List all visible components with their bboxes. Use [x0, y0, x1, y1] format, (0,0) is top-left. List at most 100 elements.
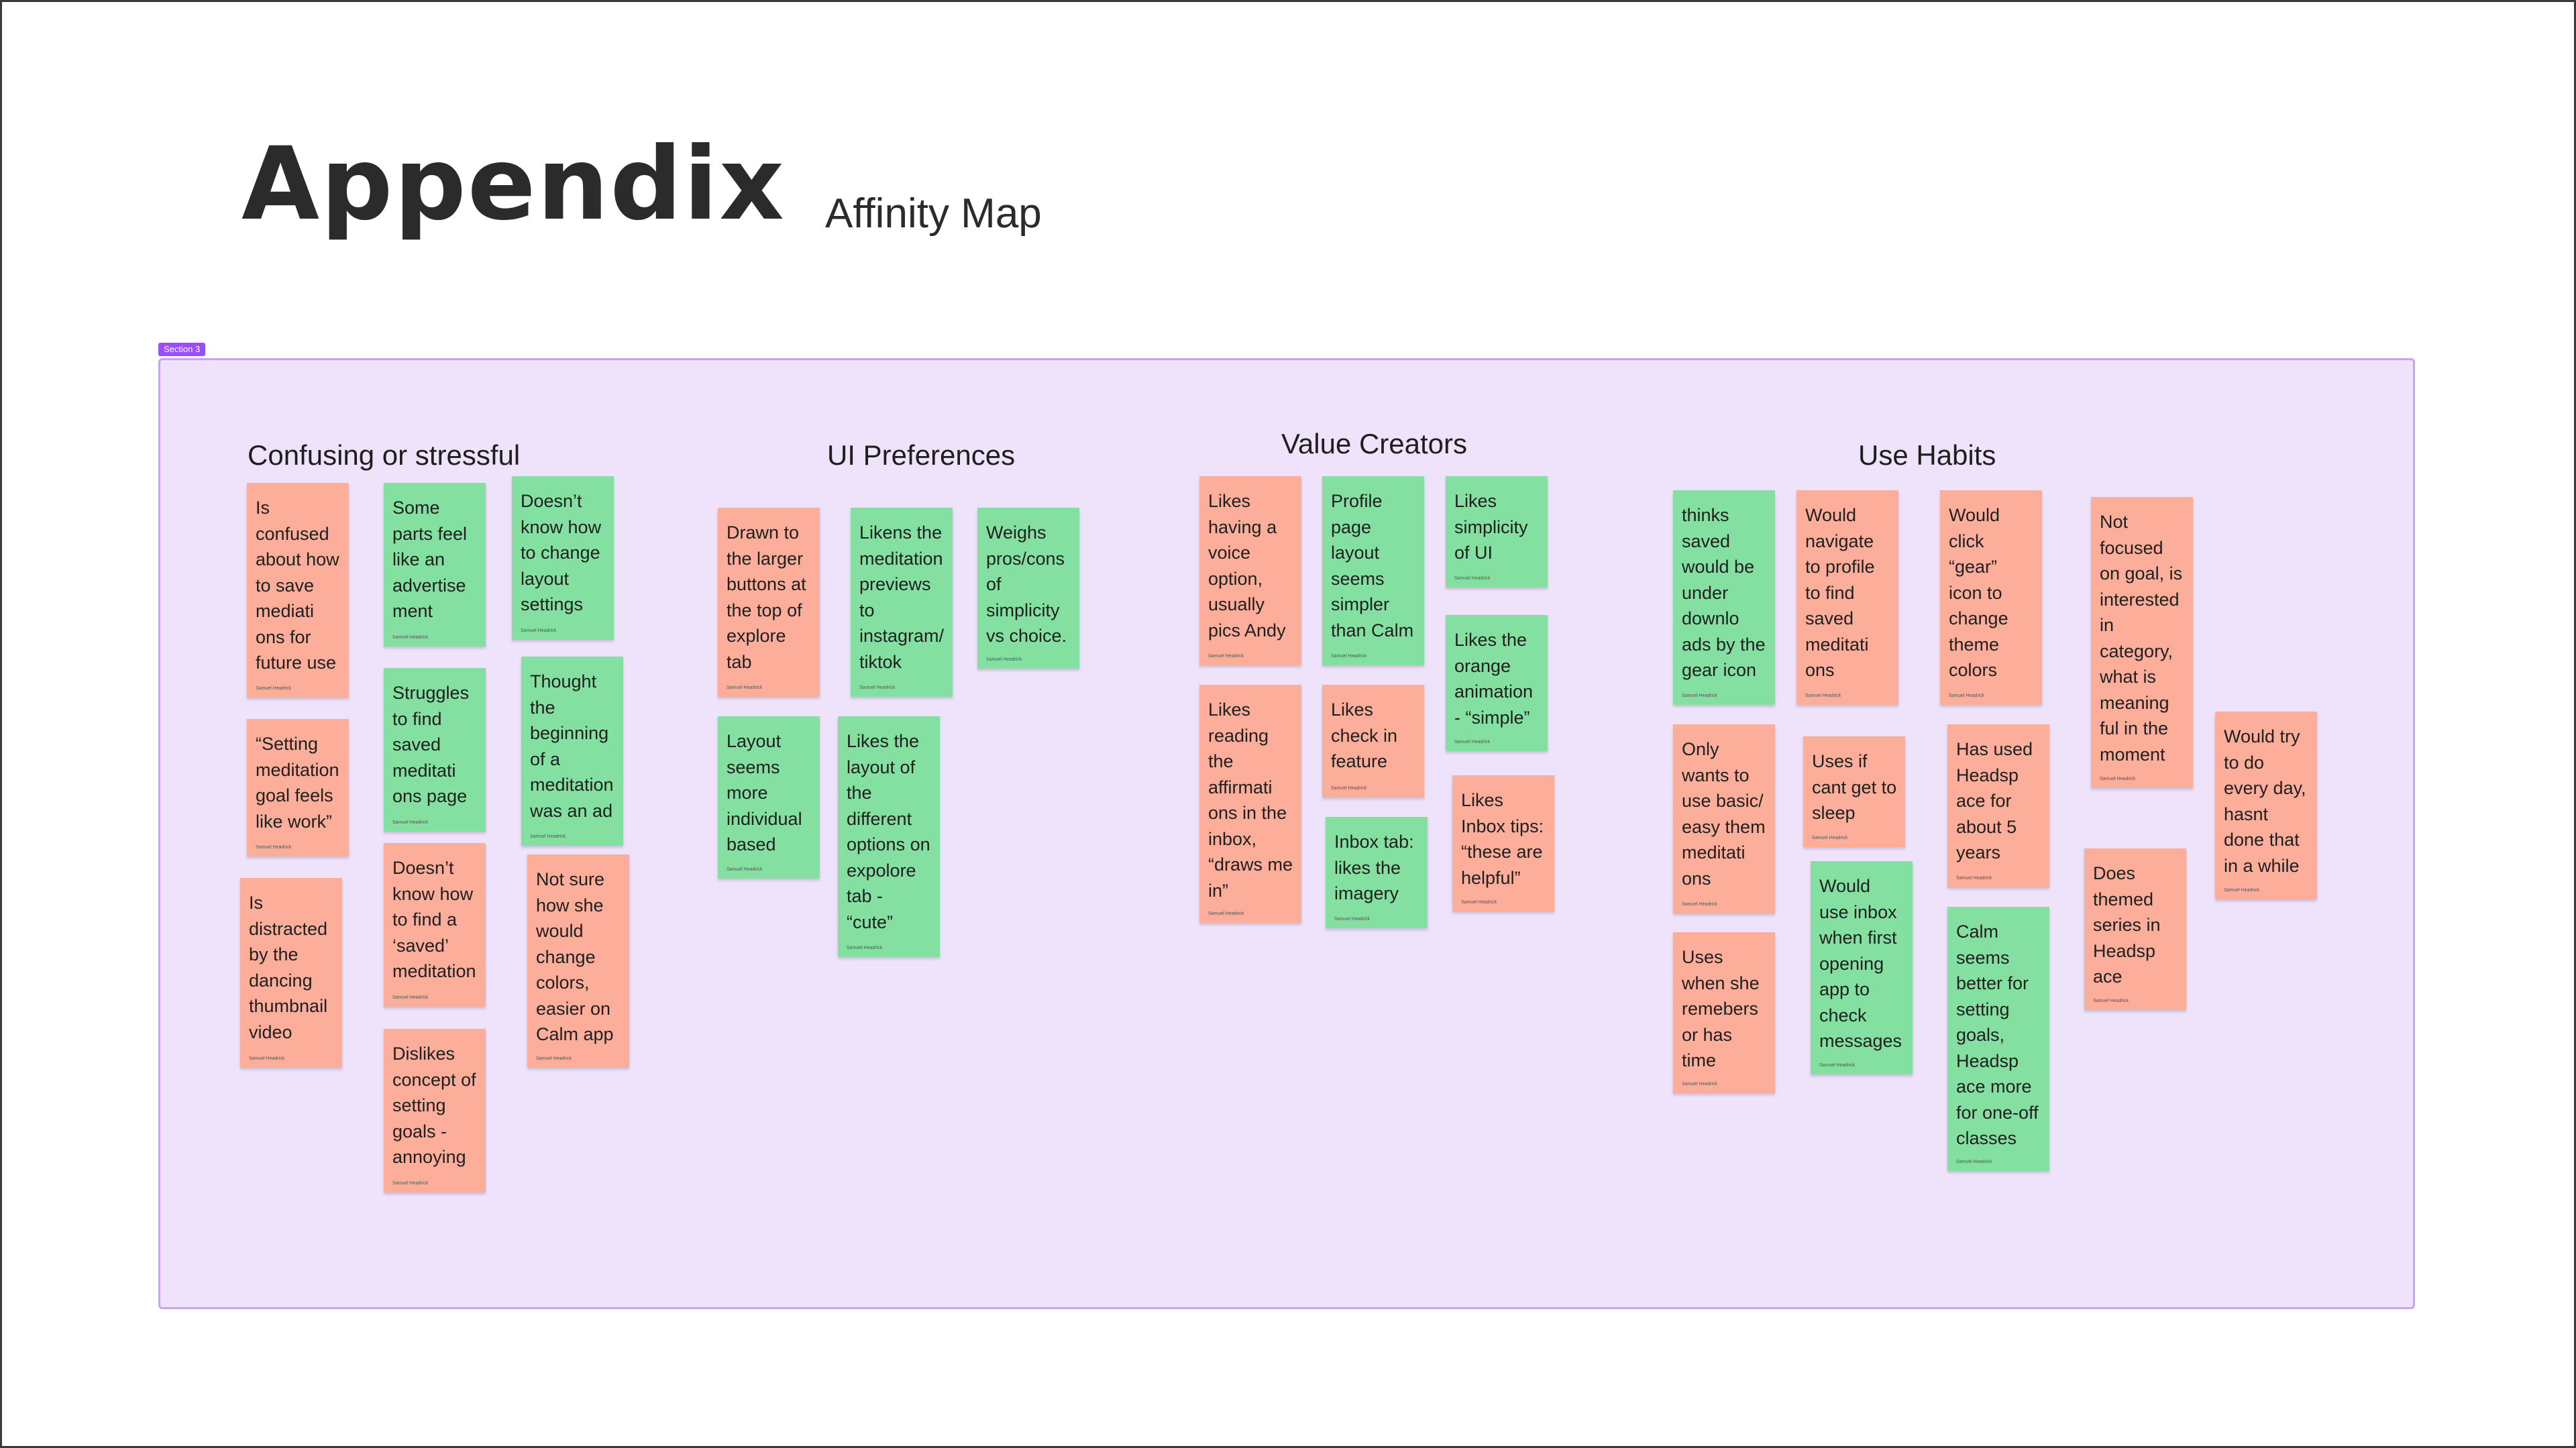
sticky-note-author: Samuel Headrick [1461, 900, 1497, 905]
sticky-note[interactable]: Drawn to the larger buttons at the top o… [718, 508, 820, 697]
page-title: Appendix [241, 126, 786, 243]
sticky-note-text: Likes check in feature [1331, 700, 1398, 771]
sticky-note-author: Samuel Headrick [1454, 576, 1491, 581]
sticky-note[interactable]: Likes having a voice option, usually pic… [1199, 476, 1301, 665]
sticky-note-author: Samuel Headrick [847, 946, 883, 950]
sticky-note-text: Drawn to the larger buttons at the top o… [727, 522, 806, 672]
sticky-note-author: Samuel Headrick [2224, 888, 2260, 893]
sticky-note-author: Samuel Headrick [1805, 693, 1841, 698]
sticky-note[interactable]: Calm seems better for setting goals, Hea… [1947, 907, 2049, 1171]
sticky-note-text: Doesn’t know how to change layout settin… [521, 491, 602, 614]
sticky-note-author: Samuel Headrick [521, 628, 557, 633]
sticky-note[interactable]: thinks saved would be under downlo ads b… [1673, 490, 1775, 705]
sticky-note-author: Samuel Headrick [727, 685, 763, 690]
sticky-note-author: Samuel Headrick [1682, 902, 1718, 907]
sticky-note-text: Struggles to find saved meditati ons pag… [392, 683, 470, 806]
sticky-note-text: Uses if cant get to sleep [1812, 751, 1897, 823]
sticky-note[interactable]: Weighs pros/cons of simplicity vs choice… [977, 508, 1079, 669]
sticky-note[interactable]: Would try to do every day, hasnt done th… [2215, 712, 2317, 899]
sticky-note[interactable]: Some parts feel like an advertise ment Sa… [384, 483, 486, 647]
sticky-note-text: Likes Inbox tips: “these are helpful” [1461, 790, 1544, 888]
sticky-note-author: Samuel Headrick [1331, 654, 1367, 659]
sticky-note[interactable]: Thought the beginning of a meditation wa… [521, 657, 623, 846]
sticky-note-author: Samuel Headrick [1454, 740, 1491, 744]
sticky-note[interactable]: “Setting meditation goal feels like work… [247, 719, 349, 856]
sticky-note-author: Samuel Headrick [1812, 836, 1848, 840]
sticky-note-author: Samuel Headrick [1331, 786, 1367, 791]
sticky-note-text: thinks saved would be under downlo ads b… [1682, 505, 1766, 680]
sticky-note-text: Weighs pros/cons of simplicity vs choice… [986, 522, 1067, 646]
sticky-note-author: Samuel Headrick [1956, 876, 1992, 881]
sticky-note-author: Samuel Headrick [2100, 777, 2136, 781]
sticky-note[interactable]: Likes Inbox tips: “these are helpful” Sam… [1452, 775, 1554, 911]
sticky-note[interactable]: Likes reading the affirmati ons in the i… [1199, 685, 1301, 923]
sticky-note[interactable]: Likes check in feature Samuel Headrick [1322, 685, 1424, 797]
sticky-note-text: Inbox tab: likes the imagery [1334, 832, 1414, 903]
sticky-note-author: Samuel Headrick [1208, 654, 1244, 659]
sticky-note-text: Uses when she remebers or has time [1682, 947, 1760, 1070]
sticky-note-author: Samuel Headrick [859, 685, 896, 690]
sticky-note-author: Samuel Headrick [536, 1056, 572, 1061]
page-subtitle: Affinity Map [825, 190, 1042, 237]
sticky-note-text: Not focused on goal, is interested in ca… [2100, 512, 2183, 765]
sticky-note[interactable]: Uses if cant get to sleep Samuel Headrick [1803, 736, 1905, 847]
sticky-note[interactable]: Likes the layout of the different option… [838, 716, 940, 957]
sticky-note[interactable]: Profile page layout seems simpler than C… [1322, 476, 1424, 665]
sticky-note-author: Samuel Headrick [1949, 693, 1985, 698]
sticky-note[interactable]: Inbox tab: likes the imagery Samuel Headr… [1326, 817, 1428, 928]
sticky-note-text: Likes the layout of the different option… [847, 731, 930, 932]
sticky-note-text: Doesn’t know how to find a ‘saved’ medit… [392, 858, 476, 981]
sticky-note-text: Only wants to use basic/ easy them medit… [1682, 739, 1766, 889]
sticky-note-text: Likes having a voice option, usually pic… [1208, 491, 1286, 641]
sticky-note[interactable]: Is distracted by the dancing thumbnail v… [240, 878, 342, 1068]
sticky-note[interactable]: Not focused on goal, is interested in ca… [2091, 497, 2193, 788]
sticky-note[interactable]: Uses when she remebers or has time Samuel… [1673, 932, 1775, 1093]
group-label-use-habits: Use Habits [1858, 439, 1996, 471]
sticky-note-author: Samuel Headrick [2093, 999, 2129, 1003]
group-label-ui-preferences: UI Preferences [827, 439, 1016, 471]
sticky-note[interactable]: Dislikes concept of setting goals - anno… [384, 1029, 486, 1192]
sticky-note-text: “Setting meditation goal feels like work… [256, 734, 339, 832]
sticky-note-text: Calm seems better for setting goals, Hea… [1956, 922, 2039, 1148]
sticky-note-text: Is confused about how to save mediati on… [256, 498, 339, 673]
sticky-note-text: Likes reading the affirmati ons in the i… [1208, 700, 1293, 901]
sticky-note-text: Dislikes concept of setting goals - anno… [392, 1044, 476, 1167]
sticky-note[interactable]: Only wants to use basic/ easy them medit… [1673, 724, 1775, 913]
sticky-note-author: Samuel Headrick [1682, 693, 1718, 698]
sticky-note[interactable]: Is confused about how to save mediati on… [247, 483, 349, 698]
sticky-note[interactable]: Likens the meditation previews to instag… [851, 508, 953, 697]
sticky-note[interactable]: Would click “gear” icon to change theme … [1940, 490, 2042, 705]
sticky-note-text: Likes the orange animation - “simple” [1454, 630, 1534, 728]
sticky-note-text: Does themed series in Headsp ace [2093, 863, 2161, 987]
sticky-note-author: Samuel Headrick [986, 657, 1022, 662]
sticky-note[interactable]: Would navigate to profile to find saved … [1796, 490, 1898, 705]
sticky-note[interactable]: Doesn’t know how to find a ‘saved’ medit… [384, 843, 486, 1007]
sticky-note-text: Is distracted by the dancing thumbnail v… [249, 893, 328, 1042]
sticky-note-author: Samuel Headrick [249, 1056, 285, 1061]
sticky-note[interactable]: Layout seems more individual based Samuel… [718, 716, 820, 879]
sticky-note[interactable]: Would use inbox when first opening app t… [1811, 861, 1913, 1074]
sticky-note-text: Would try to do every day, hasnt done th… [2224, 726, 2306, 876]
sticky-note[interactable]: Likes simplicity of UI Samuel Headrick [1446, 476, 1548, 588]
sticky-note-text: Likens the meditation previews to instag… [859, 522, 945, 672]
sticky-note-author: Samuel Headrick [530, 834, 566, 839]
sticky-note-text: Would click “gear” icon to change theme … [1949, 505, 2008, 680]
sticky-note[interactable]: Doesn’t know how to change layout settin… [512, 476, 614, 640]
sticky-note-author: Samuel Headrick [1956, 1160, 1992, 1164]
sticky-note-author: Samuel Headrick [1682, 1082, 1718, 1087]
sticky-note-text: Not sure how she would change colors, ea… [536, 869, 614, 1044]
sticky-note-author: Samuel Headrick [1334, 917, 1371, 922]
sticky-note[interactable]: Has used Headsp ace for about 5 years Sam… [1947, 724, 2049, 887]
sticky-note[interactable]: Likes the orange animation - “simple” Sam… [1446, 615, 1548, 751]
sticky-note[interactable]: Not sure how she would change colors, ea… [527, 854, 629, 1068]
sticky-note[interactable]: Does themed series in Headsp ace Samuel H… [2084, 848, 2186, 1010]
section-tag[interactable]: Section 3 [158, 343, 206, 356]
sticky-note-text: Would use inbox when first opening app t… [1819, 876, 1902, 1051]
sticky-note-author: Samuel Headrick [392, 820, 429, 825]
group-label-value-creators: Value Creators [1281, 428, 1468, 459]
sticky-note-text: Likes simplicity of UI [1454, 491, 1528, 563]
sticky-note-author: Samuel Headrick [256, 686, 292, 691]
sticky-note-author: Samuel Headrick [727, 867, 763, 872]
sticky-note-author: Samuel Headrick [392, 995, 429, 1000]
sticky-note[interactable]: Struggles to find saved meditati ons pag… [384, 668, 486, 832]
